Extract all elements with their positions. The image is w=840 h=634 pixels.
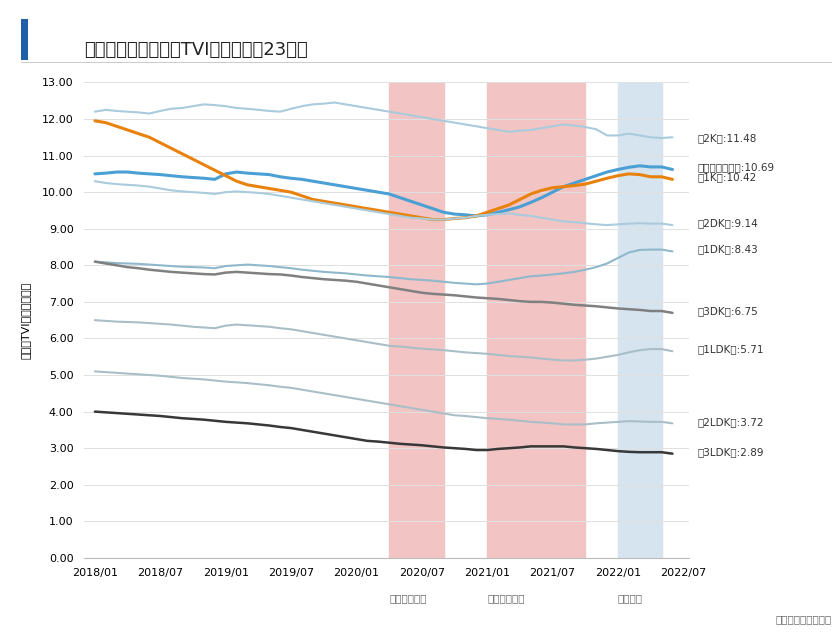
Text: 分析：株式会社タス: 分析：株式会社タス <box>775 614 832 624</box>
Text: 【1DK】:8.43: 【1DK】:8.43 <box>697 245 758 255</box>
Y-axis label: 空室率TVI［ポイント］: 空室率TVI［ポイント］ <box>21 281 31 359</box>
Bar <box>487 82 585 558</box>
Text: 【3LDK】:2.89: 【3LDK】:2.89 <box>697 447 764 457</box>
Text: 【1K】:10.42: 【1K】:10.42 <box>697 172 757 182</box>
Text: 【2DK】:9.14: 【2DK】:9.14 <box>697 219 758 229</box>
Text: 【2LDK】:3.72: 【2LDK】:3.72 <box>697 417 764 427</box>
Bar <box>389 82 444 558</box>
Bar <box>618 82 662 558</box>
Text: 【1LDK】:5.71: 【1LDK】:5.71 <box>697 344 764 354</box>
Text: 【3DK】:6.75: 【3DK】:6.75 <box>697 306 758 316</box>
Text: 緊急事態宣言: 緊急事態宣言 <box>389 593 427 603</box>
Text: 図　間取り別空室率TVI推移（東京23区）: 図 間取り別空室率TVI推移（東京23区） <box>84 41 307 59</box>
Text: 【2K】:11.48: 【2K】:11.48 <box>697 133 757 143</box>
Text: 【ワンルーム】:10.69: 【ワンルーム】:10.69 <box>697 162 774 172</box>
Text: 緊急事態宣言: 緊急事態宣言 <box>487 593 525 603</box>
Text: 蔓延防止: 蔓延防止 <box>618 593 643 603</box>
